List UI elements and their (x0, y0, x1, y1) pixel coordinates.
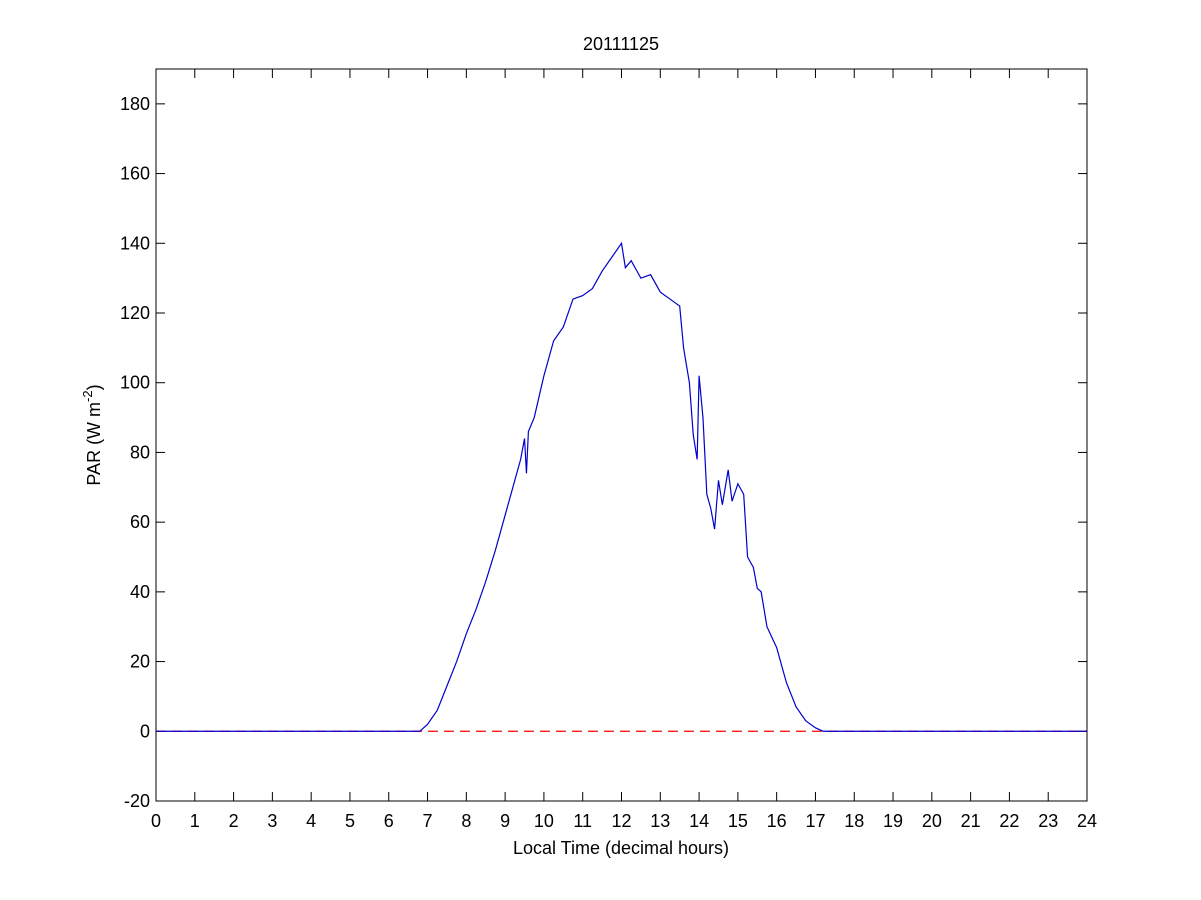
x-tick-label: 2 (229, 811, 239, 831)
x-tick-label: 3 (267, 811, 277, 831)
x-tick-label: 0 (151, 811, 161, 831)
x-tick-label: 19 (883, 811, 903, 831)
x-tick-label: 21 (961, 811, 981, 831)
x-tick-label: 15 (728, 811, 748, 831)
x-tick-label: 18 (844, 811, 864, 831)
y-tick-label: 0 (140, 721, 150, 741)
y-tick-label: 180 (120, 94, 150, 114)
x-tick-label: 1 (190, 811, 200, 831)
plot-frame (155, 68, 1088, 802)
y-label-sup: -2 (80, 390, 95, 402)
x-tick-label: 17 (805, 811, 825, 831)
y-tick-label: 160 (120, 164, 150, 184)
y-tick-label: -20 (124, 791, 150, 811)
x-tick-label: 24 (1077, 811, 1097, 831)
y-tick-label: 140 (120, 233, 150, 253)
y-tick-label: 80 (130, 442, 150, 462)
y-label-end: ) (84, 384, 104, 390)
y-tick-label: 20 (130, 652, 150, 672)
x-tick-label: 14 (689, 811, 709, 831)
x-axis-label: Local Time (decimal hours) (513, 838, 729, 858)
x-tick-label: 16 (767, 811, 787, 831)
x-tick-label: 13 (650, 811, 670, 831)
x-tick-label: 8 (461, 811, 471, 831)
y-tick-label: 120 (120, 303, 150, 323)
y-tick-label: 40 (130, 582, 150, 602)
y-tick-label: 60 (130, 512, 150, 532)
x-tick-label: 23 (1038, 811, 1058, 831)
x-tick-label: 5 (345, 811, 355, 831)
x-tick-label: 20 (922, 811, 942, 831)
x-tick-label: 6 (384, 811, 394, 831)
x-tick-label: 11 (573, 811, 592, 831)
y-axis-label: PAR (W m-2) (80, 384, 104, 485)
data-line (156, 241, 1087, 732)
x-tick-label: 12 (611, 811, 631, 831)
x-tick-label: 22 (999, 811, 1019, 831)
y-label-text: PAR (W m (84, 402, 104, 486)
chart-title: 20111125 (583, 34, 659, 54)
x-tick-label: 9 (500, 811, 510, 831)
x-tick-label: 10 (534, 811, 554, 831)
x-tick-label: 7 (423, 811, 433, 831)
y-tick-label: 100 (120, 373, 150, 393)
x-tick-label: 4 (306, 811, 316, 831)
